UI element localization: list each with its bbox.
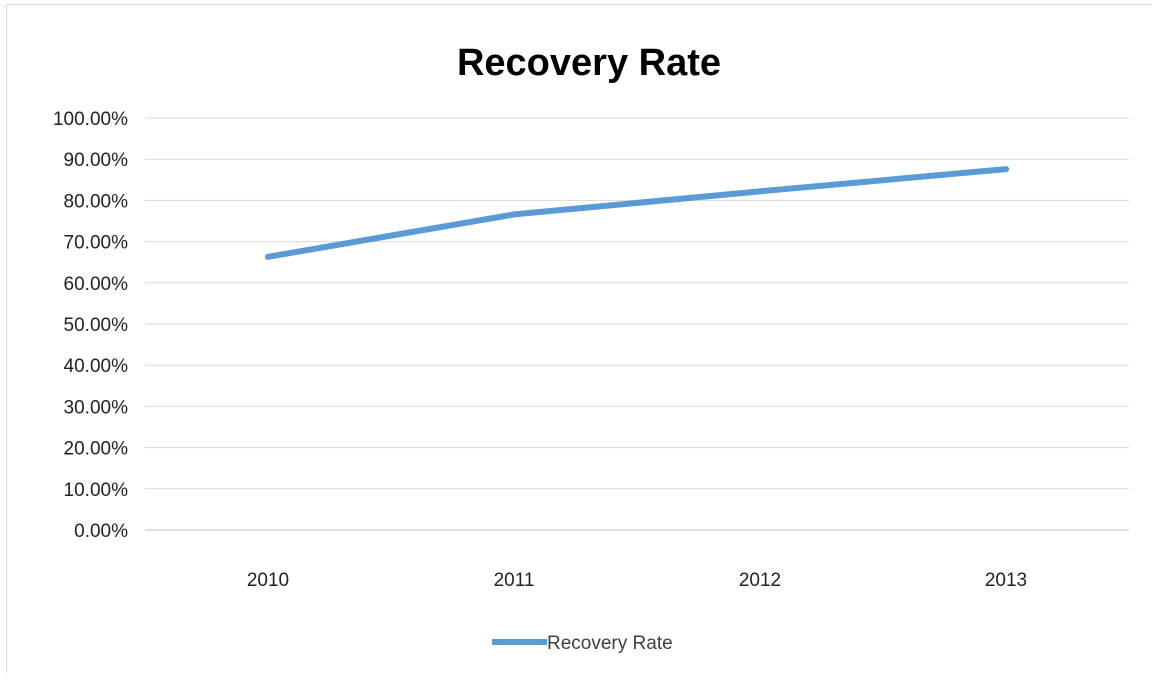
y-tick-label: 90.00%: [64, 150, 129, 171]
y-tick-label: 10.00%: [64, 480, 129, 501]
series-layer: [265, 166, 1009, 260]
y-tick-label: 0.00%: [74, 521, 128, 542]
series-line-recovery-rate: [265, 166, 1009, 260]
data-point: [265, 253, 271, 260]
legend-label-recovery-rate: Recovery Rate: [547, 633, 673, 654]
x-tick-label: 2011: [494, 570, 535, 591]
chart-title: Recovery Rate: [457, 42, 721, 84]
y-tick-label: 60.00%: [64, 274, 129, 295]
legend: Recovery Rate: [492, 633, 673, 654]
data-point: [757, 188, 763, 195]
y-tick-label: 20.00%: [64, 439, 129, 460]
x-tick-label: 2010: [247, 570, 289, 591]
y-tick-label: 100.00%: [53, 109, 128, 130]
y-tick-label: 70.00%: [64, 233, 129, 254]
x-tick-label: 2013: [985, 570, 1027, 591]
y-tick-label: 40.00%: [64, 356, 129, 377]
x-tick-label: 2012: [739, 570, 781, 591]
y-axis-tick-labels: 0.00% 10.00% 20.00% 30.00% 40.00% 50.00% 60.00…: [53, 109, 128, 542]
x-axis-tick-labels: 2010 2011 2012 2013: [247, 570, 1027, 591]
y-tick-label: 30.00%: [64, 397, 129, 418]
data-point: [511, 211, 517, 218]
chart-container: Recovery Rate 0.00% 10.00% 20.00% 30.00% 40.…: [6, 4, 1152, 673]
line-chart: Recovery Rate 0.00% 10.00% 20.00% 30.00% 40.…: [53, 42, 1129, 654]
y-tick-label: 80.00%: [64, 191, 129, 212]
y-tick-label: 50.00%: [64, 315, 129, 336]
gridlines: [145, 117, 1129, 531]
data-point: [1003, 166, 1009, 173]
